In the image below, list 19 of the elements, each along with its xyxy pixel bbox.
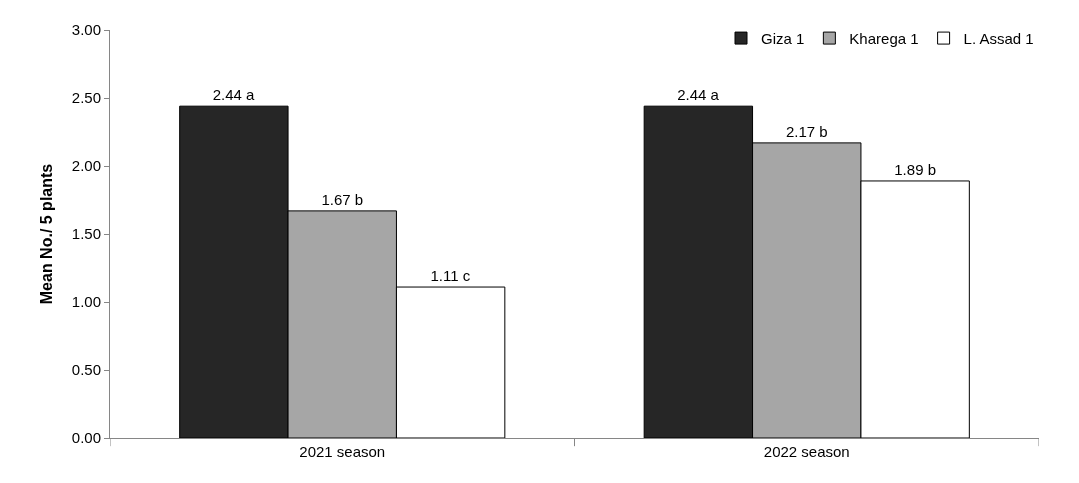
y-tick-label: 2.50: [71, 89, 101, 107]
y-tick-label: 1.50: [71, 225, 101, 243]
data-label: 1.89 b: [894, 160, 936, 178]
legend-label: Kharega 1: [849, 29, 919, 47]
y-tick-label: 2.00: [71, 157, 101, 175]
x-tick-label: 2021 season: [299, 443, 386, 460]
y-axis-title: Mean No./ 5 plants: [37, 163, 55, 305]
y-tick-label: 0.00: [71, 429, 101, 447]
data-label: 2.17 b: [785, 122, 828, 140]
y-tick-label: 1.00: [71, 293, 101, 311]
data-label: 2.44 a: [677, 86, 720, 104]
data-label: 2.44 a: [212, 86, 256, 104]
x-tick-label: 2022 season: [763, 443, 850, 460]
legend-label: L. Assad 1: [963, 29, 1034, 47]
data-label: 1.11 c: [430, 267, 471, 285]
data-label: 1.67 b: [321, 190, 364, 208]
y-tick-label: 3.00: [71, 21, 101, 39]
legend-label: Giza 1: [761, 29, 805, 47]
y-tick-label: 0.50: [71, 361, 101, 379]
